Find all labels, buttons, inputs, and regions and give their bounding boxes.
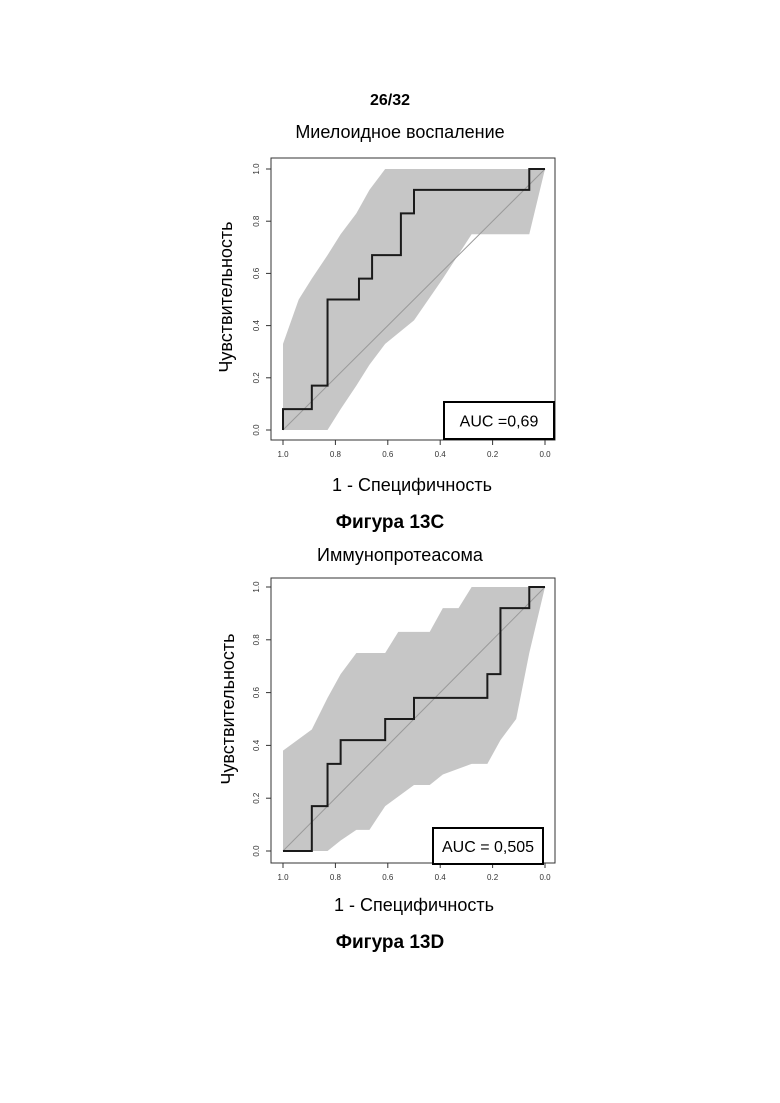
y-axis-label-c: Чувствительность <box>216 187 238 407</box>
x-tick-label: 0.0 <box>539 873 551 882</box>
figure-caption-c: Фигура 13C <box>0 512 780 534</box>
y-tick-label: 1.0 <box>252 581 261 593</box>
x-tick-label: 0.0 <box>539 450 551 459</box>
roc-chart-c: 0.0 0.2 0.4 0.6 0.8 1.0 1.0 0.8 0.6 0.4 0.2 0.0 AUC … <box>245 150 570 475</box>
y-tick-label: 0.2 <box>252 372 261 384</box>
x-tick-label: 0.8 <box>330 450 342 459</box>
x-axis-label-c: 1 - Специфичность <box>282 475 542 496</box>
y-tick-label: 0.0 <box>252 845 261 857</box>
chart-title-d: Иммунопротеасома <box>0 545 780 566</box>
chart-title-c: Миелоидное воспаление <box>0 122 780 143</box>
auc-label: AUC = 0,505 <box>442 839 534 856</box>
y-tick-label: 0.0 <box>252 424 261 436</box>
x-tick-label: 1.0 <box>277 873 289 882</box>
x-tick-label: 0.2 <box>487 450 499 459</box>
x-tick-label: 0.2 <box>487 873 499 882</box>
x-tick-label: 0.8 <box>330 873 342 882</box>
x-tick-label: 1.0 <box>277 450 289 459</box>
y-tick-label: 1.0 <box>252 163 261 175</box>
y-tick-label: 0.4 <box>252 739 261 751</box>
x-axis-label-d: 1 - Специфичность <box>284 895 544 916</box>
x-tick-label: 0.4 <box>435 450 447 459</box>
y-tick-label: 0.6 <box>252 686 261 698</box>
x-tick-label: 0.4 <box>435 873 447 882</box>
y-tick-label: 0.6 <box>252 267 261 279</box>
y-axis-label-d: Чувствительность <box>218 599 240 819</box>
x-tick-label: 0.6 <box>382 873 394 882</box>
y-tick-label: 0.2 <box>252 792 261 804</box>
x-tick-label: 0.6 <box>382 450 394 459</box>
y-tick-label: 0.8 <box>252 215 261 227</box>
figure-caption-d: Фигура 13D <box>0 932 780 954</box>
y-tick-label: 0.4 <box>252 319 261 331</box>
roc-chart-d: 0.0 0.2 0.4 0.6 0.8 1.0 1.0 0.8 0.6 0.4 0.2 0.0 AUC … <box>245 565 570 890</box>
page-number: 26/32 <box>0 92 780 110</box>
y-tick-label: 0.8 <box>252 634 261 646</box>
auc-label: AUC =0,69 <box>460 414 539 431</box>
